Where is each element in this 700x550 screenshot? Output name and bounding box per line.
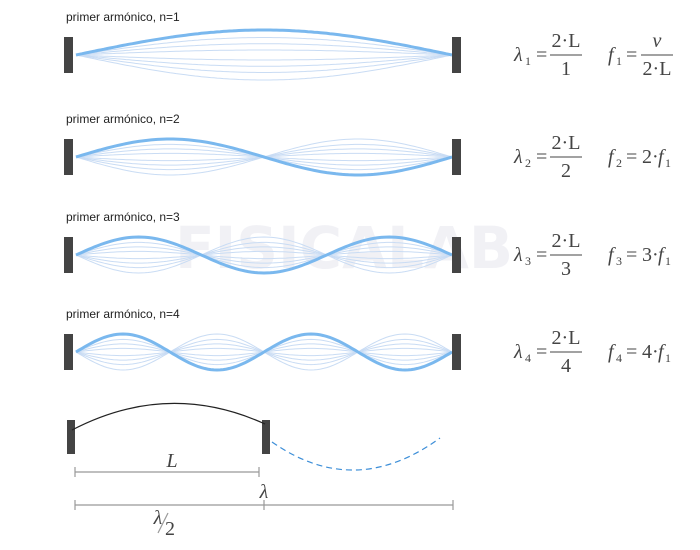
lambda-symbol: λ	[513, 44, 523, 66]
num: 2·L	[552, 30, 581, 52]
f-var-sub: 1	[665, 156, 671, 170]
wave-thin	[75, 54, 453, 67]
coef: 2·	[642, 146, 659, 168]
wave-thin	[75, 246, 453, 264]
length-label: L	[165, 450, 177, 472]
wave-thin	[75, 236, 453, 274]
post	[64, 334, 73, 370]
post	[452, 334, 461, 370]
coef: 4·	[642, 341, 659, 363]
wave-thin	[75, 37, 453, 56]
f-var: f	[658, 341, 666, 363]
wave-thick	[75, 235, 453, 275]
lambda-sub: 2	[525, 156, 531, 170]
eq: =	[536, 341, 547, 363]
wave-thick	[75, 137, 453, 177]
row-label: primer armónico, n=3	[66, 210, 180, 224]
f-sub: 3	[616, 254, 622, 268]
post	[262, 420, 270, 454]
post	[64, 139, 73, 175]
f-sub: 1	[616, 54, 622, 68]
lambda-sub: 3	[525, 254, 531, 268]
eq: =	[536, 44, 547, 66]
f-var-sub: 1	[665, 254, 671, 268]
eq: =	[626, 44, 637, 66]
wave-thin	[75, 43, 453, 56]
half-num: λ	[153, 507, 163, 529]
post	[67, 420, 75, 454]
wavelength-label: λ	[259, 481, 269, 503]
eq: =	[626, 341, 637, 363]
post	[452, 37, 461, 73]
eq: =	[626, 244, 637, 266]
f-symbol: f	[608, 341, 616, 363]
num: 2·L	[552, 327, 581, 349]
lambda-sub: 4	[525, 351, 531, 365]
wave-dashed	[271, 437, 441, 471]
lambda-symbol: λ	[513, 146, 523, 168]
den: 4	[561, 355, 571, 377]
f-sub: 2	[616, 156, 622, 170]
row-label: primer armónico, n=1	[66, 10, 180, 24]
eq: =	[626, 146, 637, 168]
wave-thin	[75, 250, 453, 260]
post	[64, 37, 73, 73]
post	[452, 139, 461, 175]
f-symbol: f	[608, 244, 616, 266]
wave-thin	[75, 250, 453, 260]
den: 2	[561, 160, 571, 182]
eq: =	[536, 146, 547, 168]
f-var: f	[658, 244, 666, 266]
post	[64, 237, 73, 273]
den: 1	[561, 58, 571, 80]
post	[452, 237, 461, 273]
wave-thin	[75, 54, 453, 61]
wave-thin	[75, 49, 453, 56]
f-var-sub: 1	[665, 351, 671, 365]
den: 2·L	[643, 58, 672, 80]
wave-thin	[75, 241, 453, 269]
lambda-symbol: λ	[513, 341, 523, 363]
f-symbol: f	[608, 146, 616, 168]
f-sub: 4	[616, 351, 622, 365]
row-label: primer armónico, n=2	[66, 112, 180, 126]
half-den: 2	[165, 518, 175, 540]
coef: 3·	[642, 244, 659, 266]
num: v	[653, 30, 662, 52]
dimension-lines	[74, 467, 454, 534]
wave-thin	[75, 54, 453, 73]
row-label: primer armónico, n=4	[66, 307, 180, 321]
den: 3	[561, 258, 571, 280]
num: 2·L	[552, 132, 581, 154]
wave-thin	[75, 54, 453, 81]
wave-thin	[75, 246, 453, 264]
wave-thick	[75, 28, 453, 57]
wave-thin	[75, 241, 453, 269]
f-symbol: f	[608, 44, 616, 66]
wave-thick	[75, 332, 453, 372]
wave-arc	[71, 402, 266, 431]
eq: =	[536, 244, 547, 266]
lambda-sub: 1	[525, 54, 531, 68]
num: 2·L	[552, 230, 581, 252]
f-var: f	[658, 146, 666, 168]
lambda-symbol: λ	[513, 244, 523, 266]
